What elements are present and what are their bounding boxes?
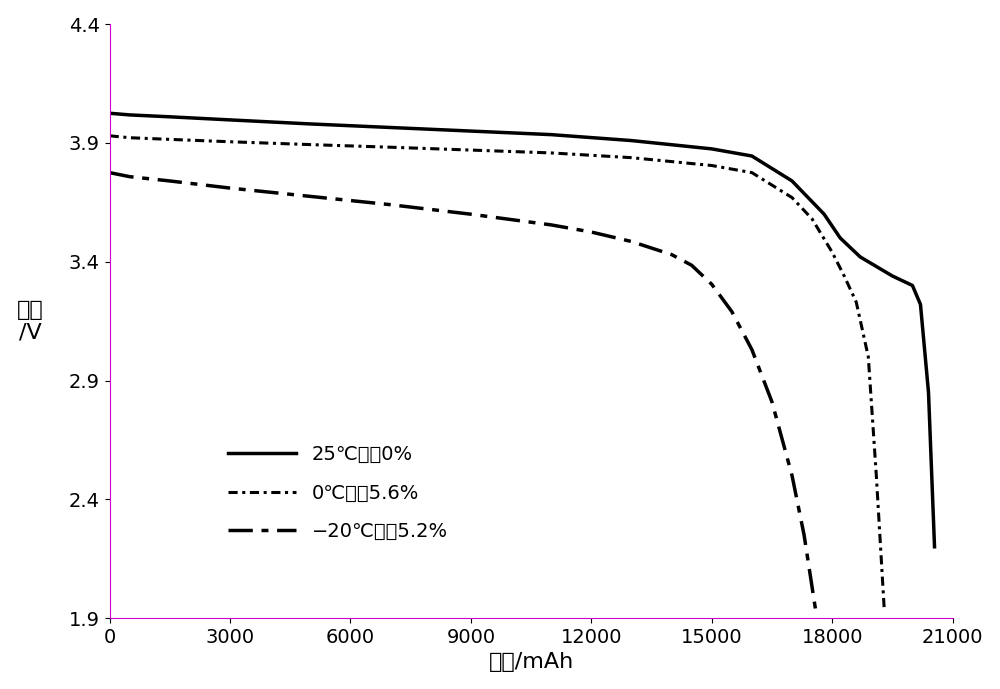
25℃放甐0% [818,210,830,218]
X-axis label: 容量/mAh: 容量/mAh [488,652,574,672]
−20℃放甘5.2% [786,471,798,480]
0℃放甙5.6% [465,146,477,154]
Y-axis label: 电压
/V: 电压 /V [17,300,43,342]
25℃放甐0% [164,113,176,121]
25℃放甐0% [854,253,866,261]
25℃放甐0% [922,388,934,396]
−20℃放甘5.2% [810,609,822,617]
0℃放甙5.6% [878,607,890,615]
0℃放甙5.6% [124,134,136,142]
25℃放甐0% [906,281,918,289]
0℃放甙5.6% [304,141,316,149]
−20℃放甘5.2% [104,169,116,177]
25℃放甐0% [834,234,846,242]
0℃放甙5.6% [870,471,882,480]
25℃放甐0% [886,272,898,280]
−20℃放甘5.2% [666,251,678,259]
25℃放甐0% [545,130,557,138]
0℃放甙5.6% [850,298,862,306]
−20℃放甘5.2% [766,398,778,406]
0℃放甙5.6% [838,272,850,280]
25℃放甐0% [625,136,637,145]
0℃放甙5.6% [826,248,838,256]
0℃放甙5.6% [706,161,718,169]
0℃放甙5.6% [164,135,176,143]
−20℃放甘5.2% [385,200,397,209]
25℃放甐0% [929,543,941,551]
25℃放甐0% [385,123,397,132]
−20℃放甘5.2% [798,531,810,539]
Line: −20℃放甘5.2%: −20℃放甘5.2% [110,173,816,613]
−20℃放甘5.2% [224,184,236,192]
−20℃放甘5.2% [465,210,477,218]
0℃放甙5.6% [104,132,116,140]
Line: 0℃放甙5.6%: 0℃放甙5.6% [110,136,884,611]
25℃放甐0% [866,260,878,268]
25℃放甐0% [706,145,718,153]
−20℃放甘5.2% [746,345,758,353]
−20℃放甘5.2% [726,307,738,316]
0℃放甙5.6% [862,353,874,361]
−20℃放甘5.2% [686,261,698,269]
Line: 25℃放甐0%: 25℃放甐0% [110,113,935,547]
−20℃放甘5.2% [304,192,316,200]
0℃放甙5.6% [746,169,758,177]
−20℃放甘5.2% [806,583,818,591]
25℃放甐0% [224,116,236,124]
−20℃放甘5.2% [124,172,136,181]
25℃放甐0% [104,109,116,117]
25℃放甐0% [304,120,316,128]
0℃放甙5.6% [224,138,236,146]
−20℃放甘5.2% [545,220,557,229]
0℃放甙5.6% [786,194,798,202]
0℃放甙5.6% [625,154,637,162]
−20℃放甘5.2% [625,238,637,246]
−20℃放甘5.2% [164,177,176,185]
Legend: 25℃放甐0%, 0℃放甙5.6%, −20℃放甘5.2%: 25℃放甐0%, 0℃放甙5.6%, −20℃放甘5.2% [221,438,456,549]
0℃放甙5.6% [545,149,557,157]
25℃放甐0% [746,152,758,160]
25℃放甐0% [124,111,136,119]
0℃放甙5.6% [806,215,818,223]
0℃放甙5.6% [385,143,397,152]
−20℃放甘5.2% [706,280,718,289]
25℃放甐0% [465,127,477,135]
−20℃放甘5.2% [585,228,597,236]
25℃放甐0% [914,300,926,309]
25℃放甐0% [786,177,798,185]
